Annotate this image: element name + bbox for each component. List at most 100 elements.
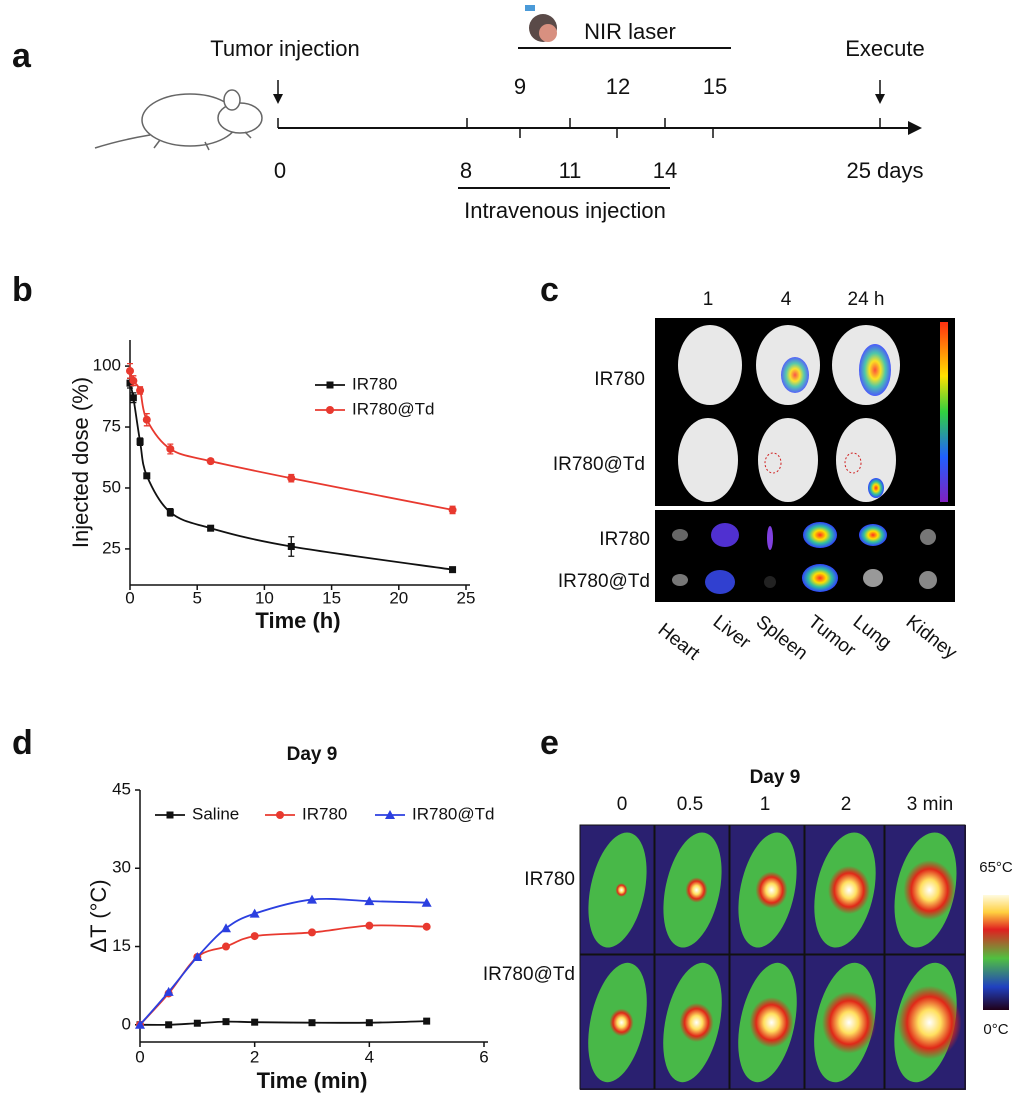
y-tick-label: 0 (122, 1014, 131, 1033)
event-arrowhead (875, 94, 885, 104)
marker (287, 542, 295, 550)
legend-label: IR780@Td (412, 804, 494, 823)
marker (287, 474, 296, 483)
x-tick-label: 0 (125, 588, 134, 607)
panel-label: c (540, 271, 559, 309)
thermal-hotspot (685, 877, 708, 903)
thermal-hotspot (615, 883, 628, 897)
marker (222, 942, 230, 951)
marker (249, 908, 260, 918)
day-label: 12 (606, 74, 630, 99)
organ-label: Tumor (804, 611, 860, 661)
column-label: 4 (781, 289, 792, 310)
marker (251, 1018, 259, 1026)
marker (448, 505, 457, 514)
thermal-hotspot (679, 1002, 714, 1043)
marker (307, 894, 317, 904)
organ-label: Heart (654, 619, 704, 665)
y-tick-label: 45 (112, 779, 131, 798)
x-tick-label: 5 (192, 588, 201, 607)
marker (449, 566, 457, 574)
x-tick-label: 10 (255, 588, 274, 607)
marker (364, 896, 375, 906)
thermal-hotspot (903, 860, 956, 920)
thermal-hotspot (755, 871, 788, 909)
panel-label: d (12, 724, 33, 762)
data-line (129, 370, 453, 511)
legend-label: IR780 (352, 374, 397, 393)
marker (326, 381, 334, 389)
data-line (139, 1020, 427, 1026)
marker (193, 1019, 201, 1027)
scale-label: 65°C (979, 859, 1013, 876)
marker (163, 986, 174, 996)
row-label: IR780@Td (483, 964, 575, 985)
marker (421, 897, 432, 907)
marker (222, 1018, 230, 1026)
x-tick-label: 15 (322, 588, 341, 607)
row-label: IR780 (594, 369, 645, 390)
column-label: 2 (841, 794, 852, 815)
day-label: 25 days (846, 158, 923, 183)
y-tick-label: 100 (93, 356, 121, 375)
event-arrowhead (273, 94, 283, 104)
marker (326, 406, 334, 414)
x-tick-label: 25 (457, 588, 476, 607)
marker (166, 811, 174, 819)
marker (207, 524, 215, 532)
x-axis-label: Time (h) (255, 608, 340, 633)
marker (308, 928, 316, 937)
legend-label: IR780 (302, 804, 347, 823)
event-label: Execute (845, 36, 925, 61)
timeline-arrowhead (908, 121, 922, 135)
marker (385, 810, 395, 819)
y-tick-label: 25 (102, 538, 121, 557)
day-label: 14 (653, 158, 677, 183)
marker (308, 1019, 316, 1027)
x-tick-label: 0 (135, 1047, 144, 1066)
legend-label: Saline (192, 804, 239, 823)
scale-label: 0°C (983, 1021, 1008, 1038)
thermal-hotspot (609, 1008, 634, 1037)
y-axis-label: Injected dose (%) (68, 377, 93, 548)
thermal-colorbar (983, 895, 1009, 1010)
column-label: 0.5 (677, 794, 703, 815)
thermal-hotspot (822, 991, 876, 1054)
column-label: 1 (703, 289, 714, 310)
x-tick-label: 20 (389, 588, 408, 607)
thermal-hotspot (897, 985, 962, 1060)
day-label: 9 (514, 74, 526, 99)
day-label: 11 (559, 158, 582, 183)
organ-label: Kidney (902, 611, 961, 664)
data-line (139, 897, 427, 1026)
column-label: 1 (760, 794, 771, 815)
timeline-ticks (466, 118, 881, 138)
marker (136, 386, 145, 395)
row-label: IR780@Td (553, 454, 645, 475)
event-label: Tumor injection (210, 36, 360, 61)
row-label: IR780@Td (558, 571, 650, 592)
thermal-hotspot (749, 997, 794, 1048)
marker (136, 438, 144, 446)
marker (129, 376, 138, 385)
marker (166, 508, 174, 516)
day-label: 8 (460, 158, 472, 183)
marker (206, 457, 215, 466)
panel-label: e (540, 724, 559, 762)
marker (365, 1019, 373, 1027)
laser-icon (525, 5, 557, 42)
panel-label: b (12, 271, 33, 309)
marker (250, 932, 259, 941)
marker (126, 366, 134, 375)
y-axis-label: ΔT (°C) (86, 879, 111, 952)
marker (192, 951, 203, 961)
marker (142, 415, 151, 424)
marker (166, 444, 175, 453)
injection-label: Intravenous injection (464, 198, 666, 223)
marker (365, 921, 374, 930)
marker (423, 1017, 431, 1025)
imaging-whole-body (655, 318, 955, 602)
y-tick-label: 75 (102, 417, 121, 436)
x-axis-label: Time (min) (257, 1068, 368, 1093)
